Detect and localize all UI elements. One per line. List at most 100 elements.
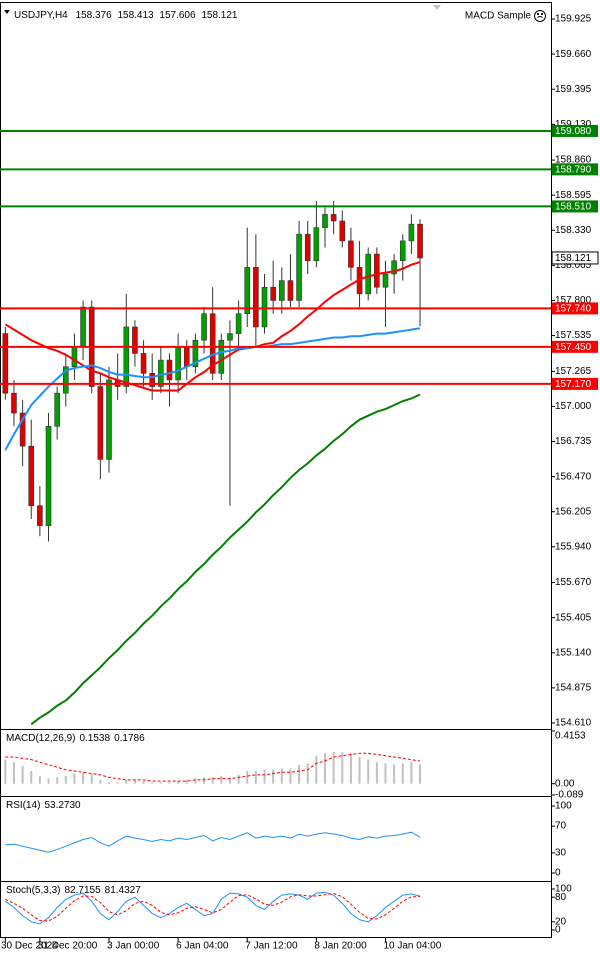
level-label-box <box>552 377 598 390</box>
histogram-bar <box>12 762 15 784</box>
y-tick-label: 156.470 <box>555 471 592 482</box>
indicator-line <box>5 891 421 925</box>
candle-body <box>296 233 302 301</box>
y-tick-label: 0 <box>555 925 561 936</box>
y-tick-label: 155.940 <box>555 541 592 552</box>
frame <box>0 2 552 938</box>
y-tick-label: 0 <box>555 868 561 879</box>
level-label-box <box>552 124 598 137</box>
y-tick-label: 156.205 <box>555 506 592 517</box>
histogram-bar <box>410 762 413 784</box>
candle-body <box>399 240 406 262</box>
histogram-bar <box>349 753 352 784</box>
histogram-bar <box>315 755 318 784</box>
open-value: 158.376 <box>76 10 113 21</box>
candle-body <box>71 346 78 367</box>
y-tick-label: 156.735 <box>555 436 592 447</box>
candle-body <box>97 386 104 460</box>
level-label: 157.740 <box>555 304 592 315</box>
histogram-bar <box>203 777 206 784</box>
candle-body <box>123 326 130 387</box>
histogram-bar <box>367 759 370 784</box>
level-label-box <box>552 302 598 315</box>
candle-body <box>339 220 346 242</box>
candle-body <box>166 359 173 381</box>
candle-body <box>201 313 207 341</box>
candle-body <box>270 286 276 301</box>
candle-body <box>253 267 259 328</box>
y-tick-label: 157.800 <box>555 295 592 306</box>
histogram-bar <box>82 772 85 784</box>
y-tick-label: 30 <box>555 848 567 859</box>
y-tick-label: 158.330 <box>555 225 592 236</box>
candle-body <box>261 286 268 328</box>
candle-body <box>287 280 294 301</box>
moving-average <box>4 261 421 392</box>
y-tick-label: 159.660 <box>555 49 592 60</box>
candle-body <box>11 392 17 414</box>
moving-average <box>4 327 421 451</box>
histogram-bar <box>401 763 404 784</box>
candle-body <box>391 260 397 275</box>
candle-body <box>192 339 199 367</box>
symbol-dropdown[interactable] <box>4 10 10 14</box>
candle-body <box>149 373 155 387</box>
expert-icon <box>534 10 546 22</box>
x-tick-label: 3 Jan 00:00 <box>107 941 160 952</box>
histogram-bar <box>64 776 67 784</box>
y-tick-label: 154.875 <box>555 683 592 694</box>
indicator-label: MACD(12,26,9) 0.1538 0.1786 <box>6 733 145 744</box>
candle-body <box>158 359 164 387</box>
smiley-face <box>534 10 546 22</box>
histogram-bar <box>21 765 24 784</box>
y-tick-label: 70 <box>555 821 567 832</box>
histogram-bar <box>56 777 59 784</box>
candle-body <box>365 253 372 295</box>
indicator-value: 82.7155 <box>64 885 101 896</box>
candle-body <box>19 412 26 447</box>
indicator-value: 53.2730 <box>44 800 81 811</box>
candle-body <box>330 214 337 222</box>
shift-marker <box>433 5 441 10</box>
x-tick-label: 31 Dec 20:00 <box>38 941 98 952</box>
histogram-bar <box>73 773 76 784</box>
y-tick-label: 159.130 <box>555 119 592 130</box>
level-label: 157.170 <box>555 379 592 390</box>
candle-body <box>313 227 320 262</box>
candle-body <box>140 353 147 374</box>
x-tick-label: 8 Jan 20:00 <box>314 941 367 952</box>
y-tick-label: 100 <box>555 884 572 895</box>
symbol-title: USDJPY,H4 <box>14 10 68 21</box>
histogram-bar <box>341 751 344 784</box>
y-tick-label: -0.089 <box>555 790 584 801</box>
y-tick-label: 80 <box>555 892 567 903</box>
histogram-bar <box>306 763 309 784</box>
histogram-bar <box>142 781 145 784</box>
histogram-bar <box>211 777 214 784</box>
candle-body <box>408 223 415 242</box>
moving-average <box>30 393 421 726</box>
histogram-bar <box>125 779 128 784</box>
candle-body <box>132 326 138 354</box>
histogram-bar <box>194 778 197 784</box>
histogram-bar <box>151 782 154 784</box>
y-tick-label: 158.065 <box>555 260 592 271</box>
level-label-box <box>552 200 598 213</box>
candle-body <box>62 366 69 394</box>
indicator-label: RSI(14) 53.2730 <box>6 800 81 811</box>
indicator-value: 0.1538 <box>79 733 110 744</box>
indicator-value: 0.1786 <box>114 733 145 744</box>
level-label: 157.450 <box>555 342 592 353</box>
candle-body <box>175 346 181 381</box>
histogram-bar <box>263 769 266 784</box>
histogram-bar <box>246 771 249 784</box>
signal-line <box>5 752 421 782</box>
histogram-bar <box>254 771 257 784</box>
candle-body <box>218 339 225 374</box>
histogram-bar <box>272 769 275 784</box>
level-label-box <box>552 340 598 353</box>
candle-body <box>80 306 86 348</box>
indicator-name: RSI(14) <box>6 800 40 811</box>
